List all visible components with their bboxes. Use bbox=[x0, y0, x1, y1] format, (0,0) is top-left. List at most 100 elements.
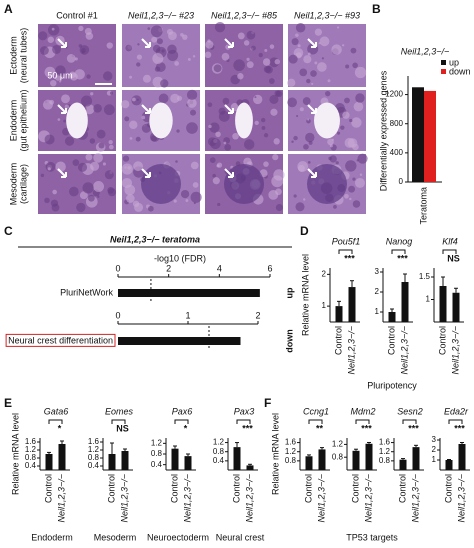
tissue-texture bbox=[355, 93, 365, 103]
significance-bracket bbox=[236, 419, 251, 424]
tissue-texture bbox=[311, 82, 314, 85]
arrow bbox=[307, 104, 317, 114]
significance-label: ** bbox=[316, 423, 324, 433]
gene-title: Eda2r bbox=[444, 406, 469, 416]
tissue-texture bbox=[150, 135, 158, 142]
bar bbox=[412, 87, 424, 182]
panel-label: D bbox=[300, 224, 309, 238]
lumen bbox=[149, 102, 173, 139]
tissue-texture bbox=[148, 205, 154, 212]
significance-label: *** bbox=[408, 423, 419, 433]
significance-label: *** bbox=[454, 423, 465, 433]
group-label: TP53 targets bbox=[346, 532, 398, 542]
significance-bracket bbox=[448, 419, 463, 424]
legend-swatch bbox=[441, 60, 446, 65]
y-tick-label: 0.8 bbox=[379, 456, 391, 465]
tissue-texture bbox=[243, 40, 250, 46]
tissue-texture bbox=[45, 161, 56, 172]
tissue-texture bbox=[42, 99, 53, 110]
arrow bbox=[57, 38, 67, 48]
tissue-texture bbox=[348, 185, 356, 193]
y-tick-label: 2 bbox=[375, 287, 380, 296]
tissue-texture bbox=[110, 91, 113, 95]
tissue-texture bbox=[305, 132, 315, 143]
significance-label: NS bbox=[116, 423, 129, 433]
x-tick-label: 0 bbox=[115, 263, 120, 273]
y-tick-label: 1.2 bbox=[332, 440, 344, 449]
tissue-texture bbox=[124, 116, 130, 122]
x-tick-label: Neil1,2,3−/− bbox=[450, 326, 460, 375]
tissue-texture bbox=[319, 36, 330, 47]
tissue-texture bbox=[78, 25, 84, 31]
group-label: Neural crest bbox=[216, 532, 265, 542]
tissue-texture bbox=[254, 96, 257, 99]
tissue-texture bbox=[87, 194, 95, 202]
y-tick-label: 1.6 bbox=[379, 438, 391, 447]
highlight-box bbox=[5, 333, 116, 347]
tissue-texture bbox=[263, 161, 269, 167]
tissue-texture bbox=[275, 203, 283, 212]
tissue-texture bbox=[274, 59, 280, 65]
tissue-texture bbox=[351, 117, 362, 128]
tissue-texture bbox=[160, 79, 169, 88]
tissue-texture bbox=[344, 193, 349, 199]
significance-bracket bbox=[442, 249, 457, 254]
tissue-texture bbox=[44, 66, 56, 78]
bar bbox=[233, 447, 241, 470]
tissue-texture bbox=[246, 57, 250, 61]
significance-bracket bbox=[338, 249, 353, 254]
tissue-texture bbox=[170, 93, 180, 104]
tissue-texture bbox=[347, 138, 358, 148]
legend-label: down bbox=[449, 66, 471, 76]
tissue-texture bbox=[307, 52, 311, 56]
y-tick-label: 3 bbox=[432, 435, 437, 444]
tissue-texture bbox=[107, 188, 117, 197]
tissue-texture bbox=[354, 66, 367, 79]
arrow bbox=[57, 168, 67, 178]
tissue-texture bbox=[357, 153, 368, 164]
tissue-texture bbox=[327, 79, 331, 83]
significance-label: *** bbox=[242, 423, 253, 433]
tissue-texture bbox=[40, 46, 49, 55]
tissue-texture bbox=[72, 159, 80, 166]
tissue-texture bbox=[190, 109, 197, 116]
tissue-texture bbox=[51, 203, 60, 212]
tissue-texture bbox=[212, 173, 216, 178]
tissue-texture bbox=[293, 194, 297, 198]
tissue-texture bbox=[76, 202, 86, 213]
tissue-texture bbox=[291, 140, 294, 143]
x-tick-label: 4 bbox=[217, 263, 222, 273]
x-tick-label: Neil1,2,3−/− bbox=[244, 474, 254, 523]
tissue-texture bbox=[129, 137, 133, 140]
tissue-texture bbox=[89, 138, 96, 144]
y-tick-label: 1.5 bbox=[419, 272, 431, 281]
bar bbox=[305, 456, 313, 470]
bar bbox=[118, 289, 260, 297]
significance-label: * bbox=[184, 423, 188, 433]
tissue-texture bbox=[329, 144, 333, 148]
tissue-texture bbox=[253, 94, 263, 105]
tissue-texture bbox=[262, 58, 271, 66]
tissue-texture bbox=[173, 199, 177, 203]
tissue-texture bbox=[218, 110, 230, 122]
bar bbox=[348, 287, 356, 322]
lumen bbox=[314, 102, 340, 139]
y-tick-label: 1 bbox=[375, 307, 380, 316]
y-tick-label: Neural crest differentiation bbox=[8, 335, 113, 345]
bar bbox=[424, 90, 436, 182]
tissue-texture bbox=[295, 202, 305, 212]
x-tick-label: Neil1,2,3−/− bbox=[316, 474, 326, 523]
tissue-texture bbox=[103, 104, 115, 116]
tissue-texture bbox=[275, 188, 282, 196]
tissue-texture bbox=[84, 104, 95, 115]
significance-bracket bbox=[48, 419, 63, 424]
tissue-texture bbox=[151, 36, 158, 43]
column-header: Neil1,2,3−/− #85 bbox=[211, 10, 278, 20]
tissue-texture bbox=[295, 22, 306, 33]
x-tick-label: Neil1,2,3−/− bbox=[119, 474, 129, 523]
tissue-texture bbox=[210, 138, 221, 150]
tissue-texture bbox=[275, 90, 283, 98]
tissue-texture bbox=[86, 74, 91, 79]
tissue-texture bbox=[133, 161, 143, 172]
column-header: Neil1,2,3−/− #93 bbox=[294, 10, 360, 20]
